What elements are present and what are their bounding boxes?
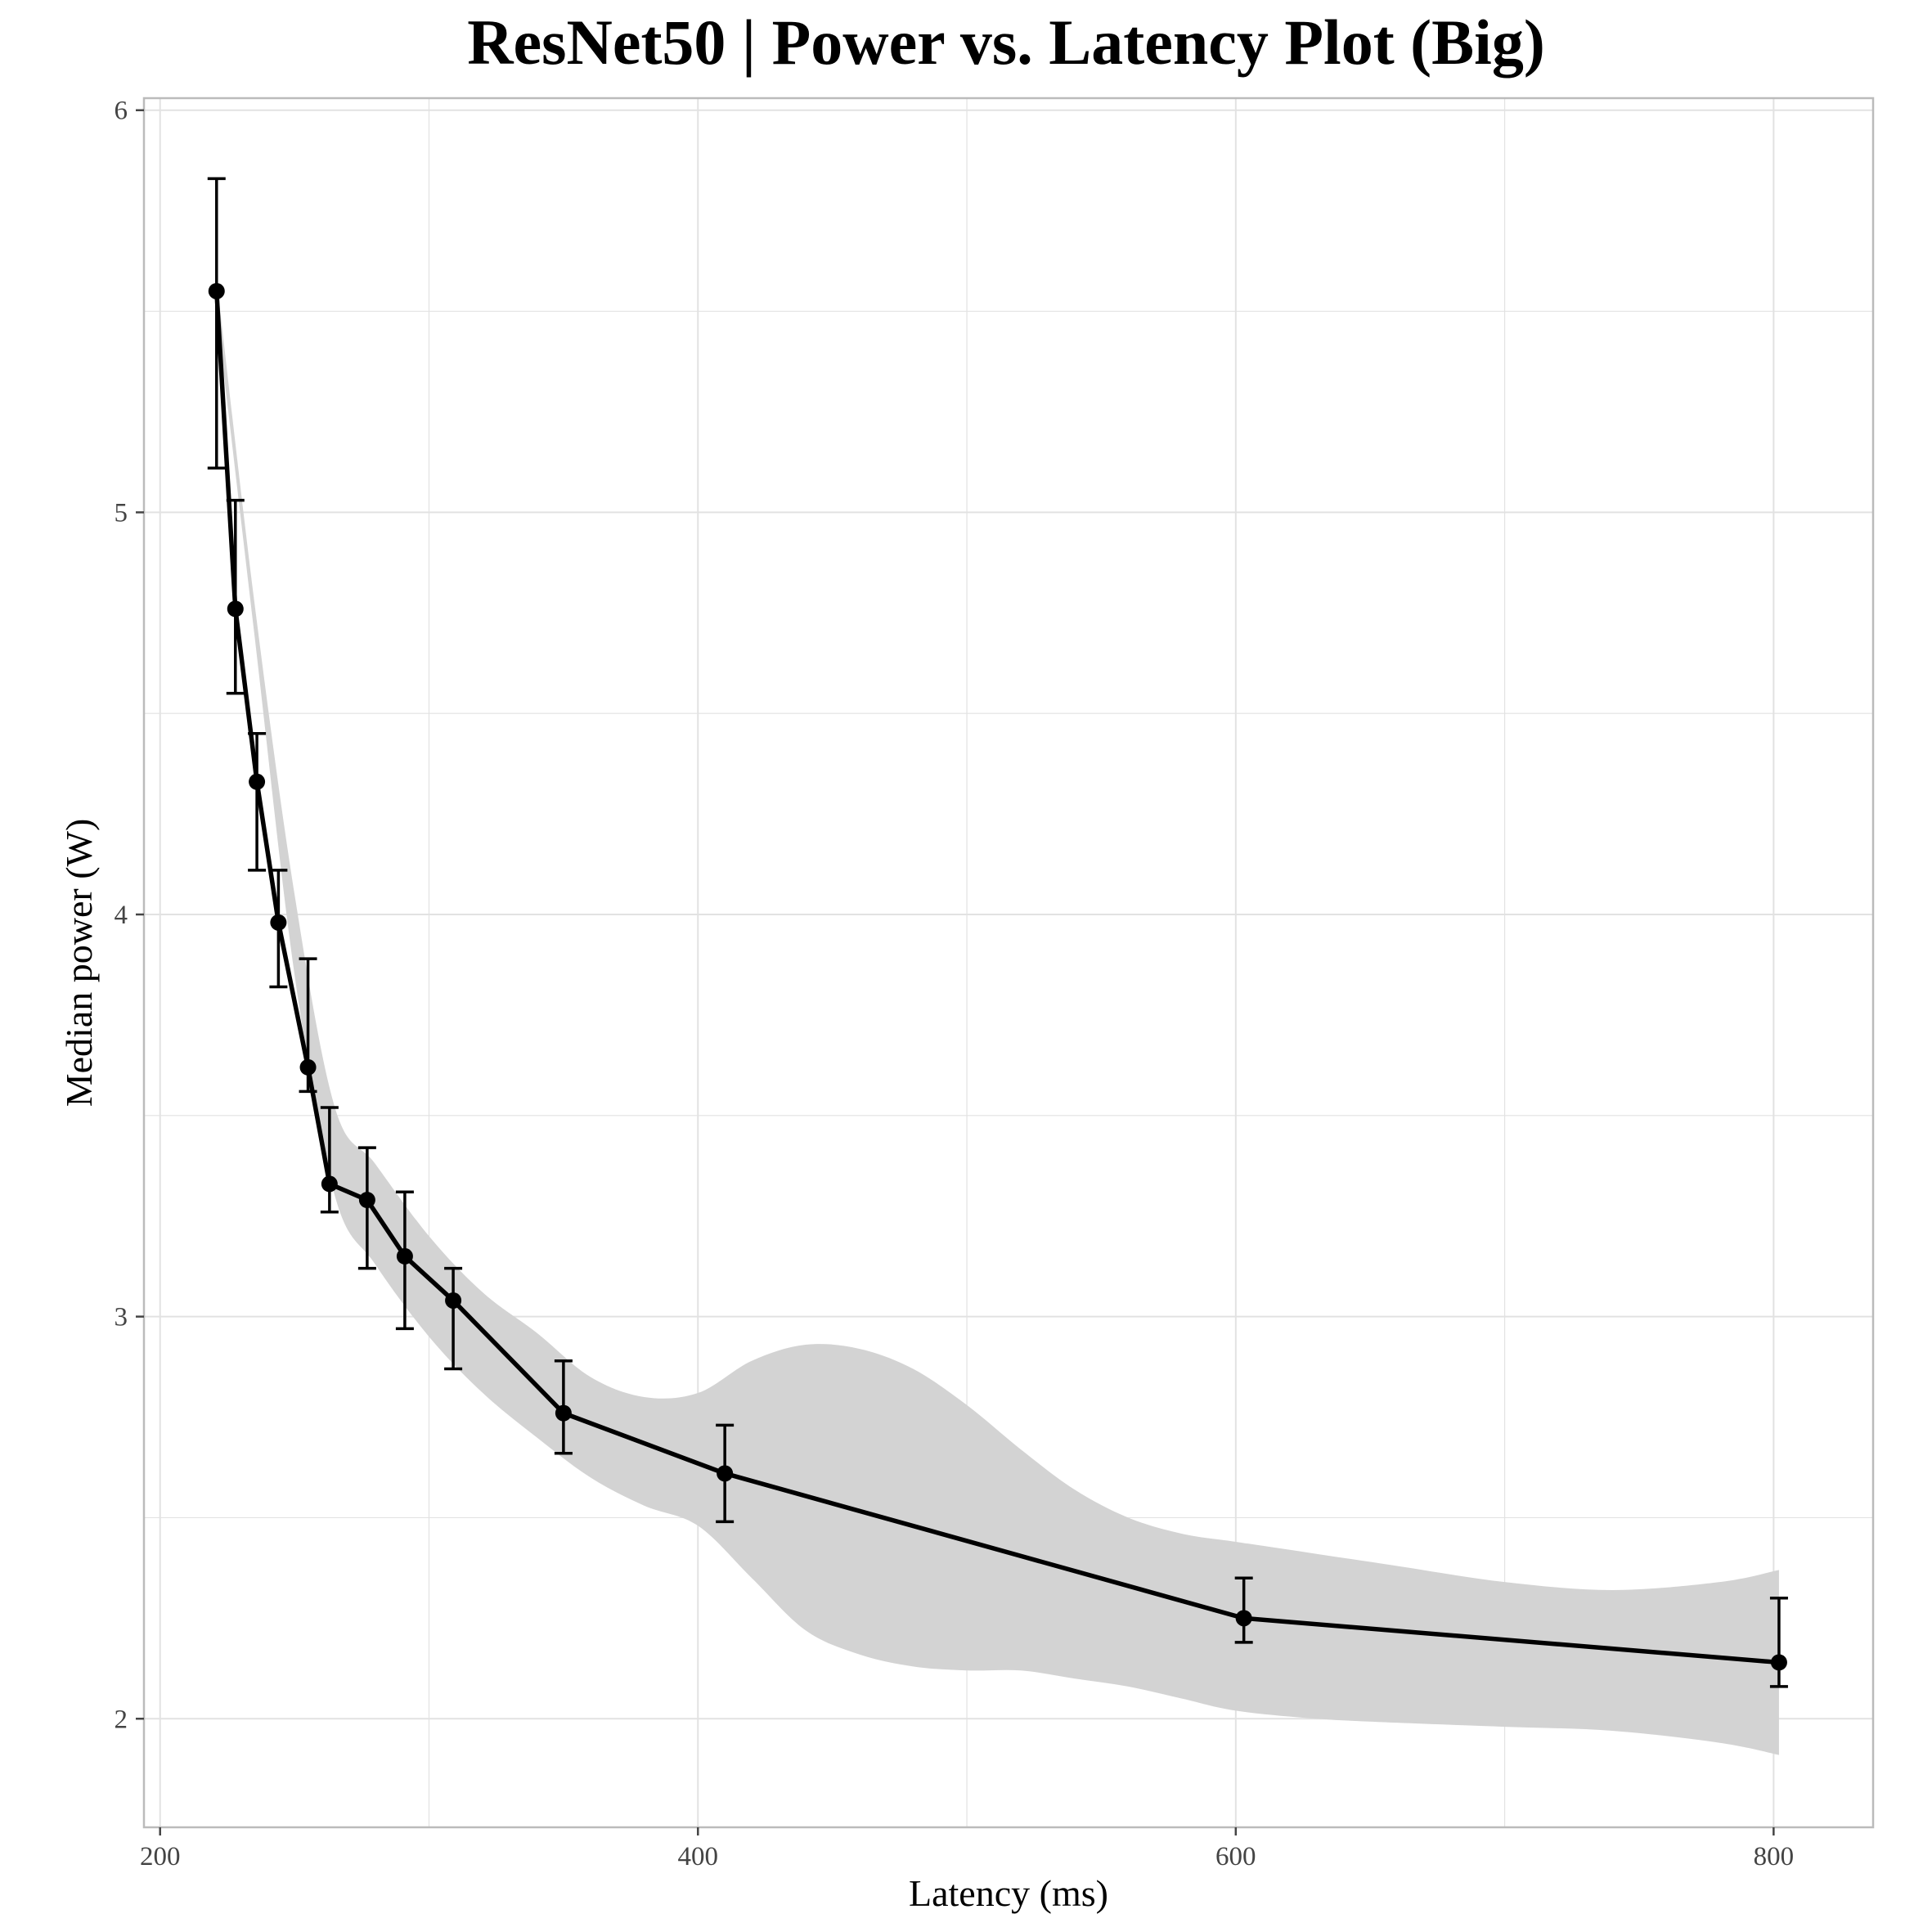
y-tick-label: 6: [115, 97, 128, 126]
x-tick-label: 600: [1215, 1842, 1256, 1871]
y-axis-title: Median power (W): [58, 819, 100, 1108]
error-bar: [226, 498, 245, 695]
x-tick-label: 400: [678, 1842, 719, 1871]
x-axis-ticks: 200 400 600 800: [140, 1827, 1794, 1871]
x-axis-title: Latency (ms): [909, 1872, 1108, 1914]
error-bar: [444, 1266, 463, 1371]
data-point: [321, 1175, 338, 1193]
data-point: [445, 1292, 462, 1309]
x-tick-label: 200: [140, 1842, 181, 1871]
error-bar: [248, 732, 267, 872]
error-bar: [1769, 1597, 1788, 1688]
data-point: [358, 1192, 375, 1209]
y-tick-label: 4: [115, 901, 128, 930]
data-point: [208, 282, 225, 299]
data-point: [396, 1247, 413, 1265]
data-point: [299, 1058, 317, 1076]
data-point: [555, 1404, 572, 1422]
data-point: [717, 1465, 734, 1482]
confidence-band: [216, 279, 1779, 1755]
error-bar: [320, 1106, 339, 1214]
plot-frame: [142, 97, 1875, 1829]
data-point: [1770, 1654, 1787, 1671]
confidence-band-layer: [216, 279, 1779, 1755]
data-point: [270, 914, 287, 931]
grid-lines: [144, 98, 1873, 1827]
data-point: [1235, 1610, 1252, 1627]
y-tick-label: 5: [115, 498, 128, 528]
y-axis-ticks: 2 3 4 5 6: [115, 97, 144, 1734]
data-point: [227, 600, 244, 618]
data-point: [249, 773, 266, 790]
y-tick-label: 3: [115, 1303, 128, 1332]
data-points-layer: [208, 282, 1787, 1671]
chart-title: ResNet50 | Power vs. Latency Plot (Big): [467, 7, 1545, 78]
x-tick-label: 800: [1754, 1842, 1795, 1871]
error-bar: [207, 177, 226, 470]
y-tick-label: 2: [115, 1705, 128, 1734]
